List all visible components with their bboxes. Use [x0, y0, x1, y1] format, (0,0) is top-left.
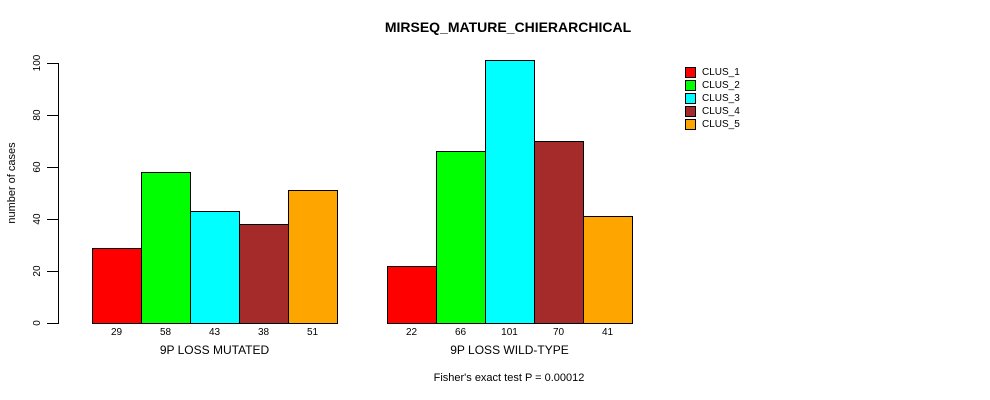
y-axis-line: [58, 63, 59, 324]
legend-item: CLUS_5: [685, 118, 740, 131]
bar-value-label: 43: [208, 327, 221, 338]
bar-clus_3: [485, 60, 535, 324]
bar-clus_1: [92, 248, 142, 324]
bar-clus_2: [141, 172, 191, 324]
y-axis-tick-label: 0: [32, 320, 43, 326]
legend-label: CLUS_3: [702, 93, 740, 104]
y-axis-tick: [47, 219, 58, 220]
legend: CLUS_1 CLUS_2 CLUS_3 CLUS_4 CLUS_5: [685, 66, 740, 131]
y-axis-tick: [47, 115, 58, 116]
bar-clus_4: [534, 141, 584, 324]
y-axis-tick: [47, 271, 58, 272]
legend-item: CLUS_3: [685, 92, 740, 105]
bar-value-label: 70: [552, 327, 565, 338]
group-label: 9P LOSS MUTATED: [159, 343, 270, 357]
y-axis-tick-label: 20: [32, 265, 43, 277]
bar-value-label: 66: [454, 327, 467, 338]
legend-item: CLUS_4: [685, 105, 740, 118]
legend-swatch: [685, 119, 696, 130]
y-axis-tick: [47, 63, 58, 64]
bar-value-label: 58: [159, 327, 172, 338]
bar-value-label: 101: [501, 327, 518, 338]
group-label: 9P LOSS WILD-TYPE: [450, 343, 569, 357]
legend-item: CLUS_2: [685, 79, 740, 92]
y-axis-tick-label: 40: [32, 213, 43, 225]
legend-label: CLUS_4: [702, 106, 740, 117]
legend-swatch: [685, 80, 696, 91]
bar-clus_4: [239, 224, 289, 324]
bar-value-label: 41: [601, 327, 614, 338]
legend-label: CLUS_1: [702, 67, 740, 78]
chart-title: MIRSEQ_MATURE_CHIERARCHICAL: [384, 19, 632, 35]
bar-clus_1: [387, 266, 437, 324]
y-axis-tick-label: 100: [32, 54, 43, 72]
y-axis-tick: [47, 167, 58, 168]
bar-value-label: 22: [405, 327, 418, 338]
y-axis-tick-label: 60: [32, 161, 43, 173]
footer-annotation: Fisher's exact test P = 0.00012: [433, 372, 585, 384]
y-axis-tick-label: 80: [32, 109, 43, 121]
legend-swatch: [685, 67, 696, 78]
bar-value-label: 51: [306, 327, 319, 338]
bar-value-label: 29: [110, 327, 123, 338]
legend-label: CLUS_5: [702, 119, 740, 130]
bar-clus_5: [583, 216, 633, 324]
bar-clus_5: [288, 190, 338, 324]
bar-clus_3: [190, 211, 240, 324]
legend-label: CLUS_2: [702, 80, 740, 91]
legend-swatch: [685, 106, 696, 117]
bar-clus_2: [436, 151, 486, 324]
legend-item: CLUS_1: [685, 66, 740, 79]
legend-swatch: [685, 93, 696, 104]
y-axis-tick: [47, 323, 58, 324]
bar-value-label: 38: [257, 327, 270, 338]
